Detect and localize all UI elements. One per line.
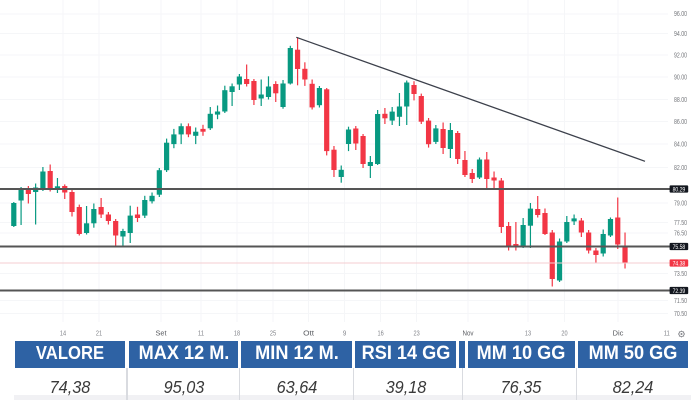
svg-text:13: 13	[525, 331, 531, 338]
svg-text:11: 11	[664, 331, 670, 338]
svg-text:Set: Set	[156, 331, 167, 338]
svg-text:72.39: 72.39	[673, 288, 686, 295]
svg-text:Dic: Dic	[613, 331, 625, 338]
svg-text:76.50: 76.50	[674, 230, 687, 237]
svg-text:71.50: 71.50	[674, 298, 687, 305]
svg-text:88.00: 88.00	[674, 97, 687, 104]
svg-text:20: 20	[561, 331, 567, 338]
svg-text:23: 23	[414, 331, 420, 338]
svg-text:25: 25	[270, 331, 276, 338]
svg-text:82.00: 82.00	[674, 165, 687, 172]
svg-text:77.50: 77.50	[674, 220, 687, 227]
svg-text:84.00: 84.00	[674, 141, 687, 148]
svg-text:11: 11	[198, 331, 204, 338]
svg-text:Ott: Ott	[303, 331, 314, 338]
svg-text:14: 14	[60, 331, 66, 338]
svg-text:70.50: 70.50	[674, 311, 687, 318]
svg-text:94.00: 94.00	[674, 31, 687, 38]
svg-text:Nov: Nov	[463, 331, 474, 338]
svg-text:18: 18	[234, 331, 240, 338]
svg-text:79.00: 79.00	[674, 200, 687, 207]
svg-text:92.00: 92.00	[674, 52, 687, 59]
svg-text:74.38: 74.38	[673, 260, 686, 267]
svg-text:86.00: 86.00	[674, 119, 687, 126]
svg-text:96.00: 96.00	[674, 11, 687, 18]
svg-text:16: 16	[378, 331, 384, 338]
svg-text:73.50: 73.50	[674, 271, 687, 278]
svg-text:21: 21	[96, 331, 102, 338]
svg-text:90.00: 90.00	[674, 74, 687, 81]
svg-text:9: 9	[343, 331, 346, 338]
svg-text:75.58: 75.58	[673, 244, 686, 251]
svg-text:80.29: 80.29	[673, 186, 686, 193]
